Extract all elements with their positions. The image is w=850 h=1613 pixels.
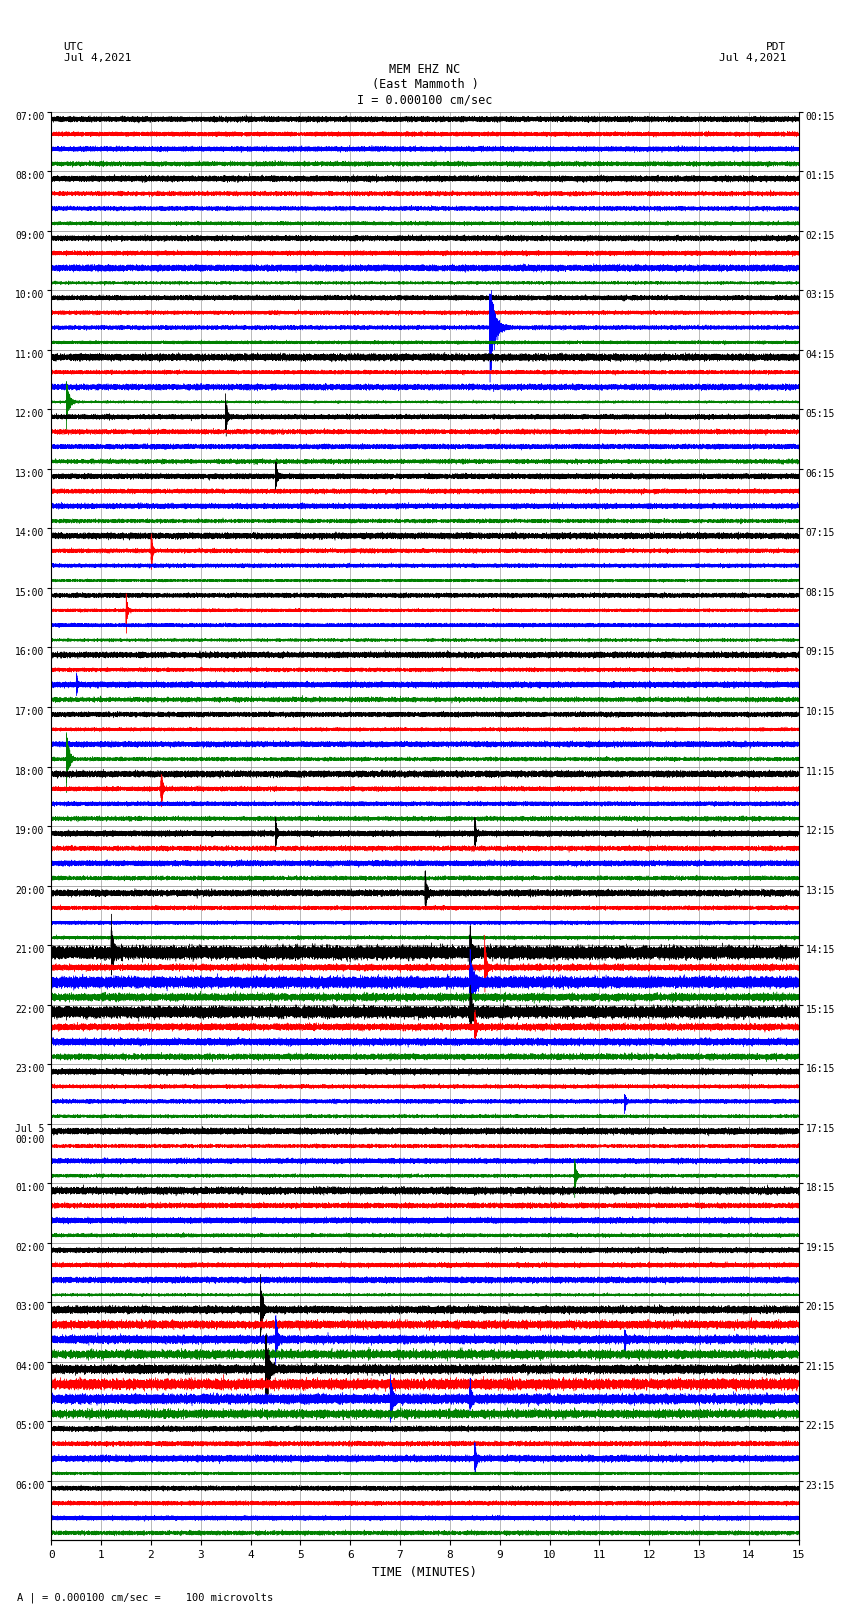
Title: MEM EHZ NC
(East Mammoth )
I = 0.000100 cm/sec: MEM EHZ NC (East Mammoth ) I = 0.000100 … [357, 63, 493, 106]
Text: PDT: PDT [766, 42, 786, 52]
X-axis label: TIME (MINUTES): TIME (MINUTES) [372, 1566, 478, 1579]
Text: UTC: UTC [64, 42, 84, 52]
Text: Jul 4,2021: Jul 4,2021 [64, 53, 131, 63]
Text: A | = 0.000100 cm/sec =    100 microvolts: A | = 0.000100 cm/sec = 100 microvolts [17, 1592, 273, 1603]
Text: Jul 4,2021: Jul 4,2021 [719, 53, 786, 63]
